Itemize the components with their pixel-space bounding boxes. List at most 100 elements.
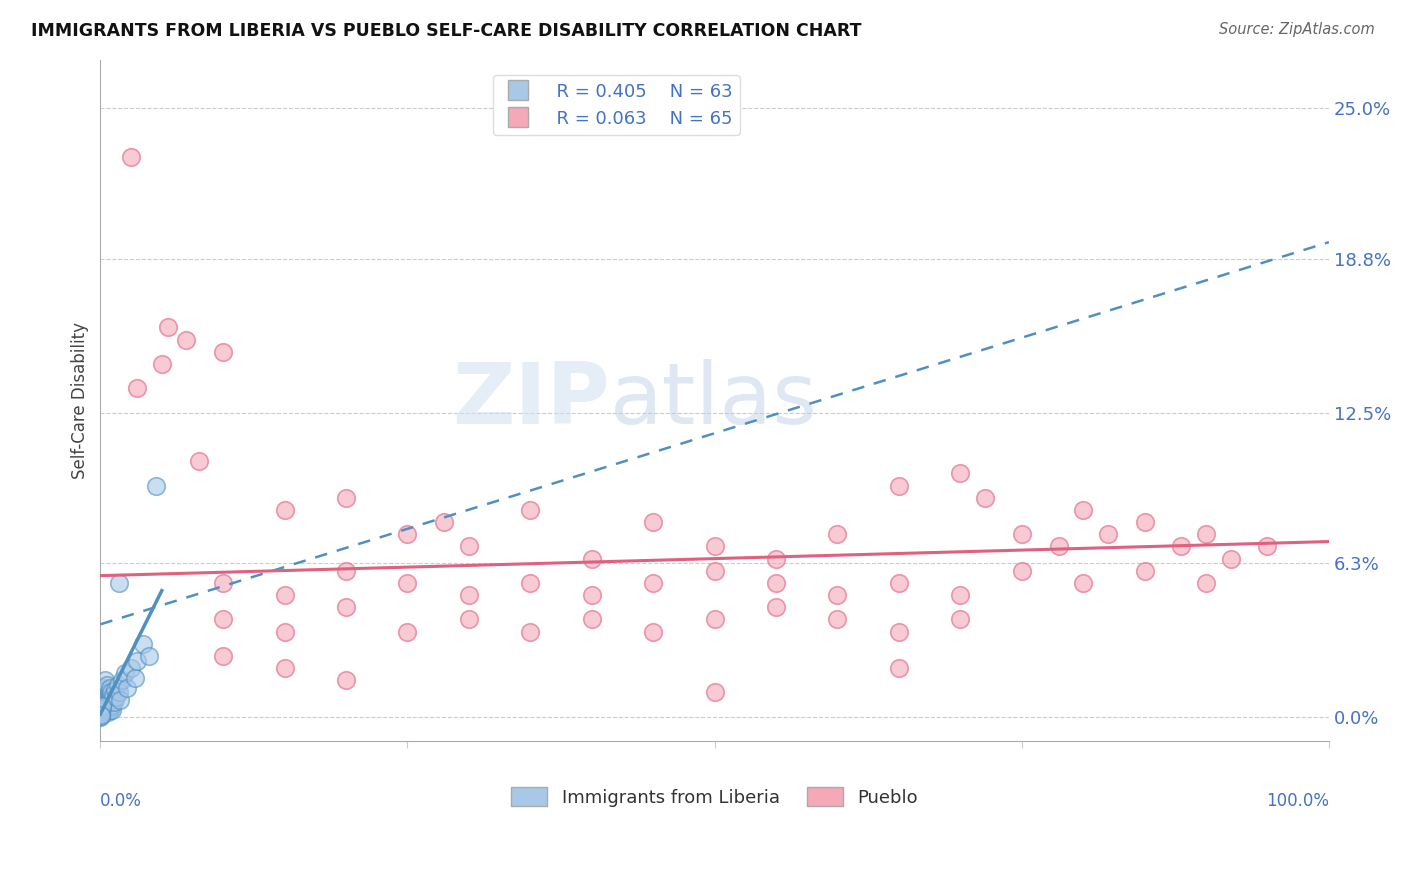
Point xyxy=(89,710,111,724)
Y-axis label: Self-Care Disability: Self-Care Disability xyxy=(72,322,89,479)
Point xyxy=(100,700,122,714)
Point xyxy=(97,690,120,705)
Point xyxy=(887,661,910,675)
Point xyxy=(90,702,112,716)
Point xyxy=(519,503,541,517)
Point xyxy=(98,702,121,716)
Text: atlas: atlas xyxy=(610,359,818,442)
Point xyxy=(93,693,115,707)
Point xyxy=(107,685,129,699)
Point xyxy=(100,698,122,712)
Point xyxy=(91,695,114,709)
Point xyxy=(156,320,179,334)
Point xyxy=(335,600,357,615)
Point xyxy=(94,702,117,716)
Point xyxy=(887,576,910,591)
Text: Source: ZipAtlas.com: Source: ZipAtlas.com xyxy=(1219,22,1375,37)
Point xyxy=(97,700,120,714)
Point xyxy=(581,551,603,566)
Point xyxy=(138,648,160,663)
Point xyxy=(93,681,115,695)
Point xyxy=(100,685,122,699)
Point xyxy=(93,690,115,705)
Point xyxy=(90,705,112,719)
Point xyxy=(703,564,725,578)
Point xyxy=(90,700,112,714)
Point xyxy=(335,491,357,505)
Point xyxy=(104,683,127,698)
Point xyxy=(212,576,235,591)
Point xyxy=(519,624,541,639)
Point xyxy=(96,683,118,698)
Point xyxy=(90,706,112,721)
Point xyxy=(120,150,142,164)
Point xyxy=(949,612,972,626)
Point xyxy=(91,700,114,714)
Point xyxy=(458,588,481,602)
Point xyxy=(765,576,787,591)
Point xyxy=(581,612,603,626)
Point xyxy=(703,612,725,626)
Point xyxy=(827,588,849,602)
Point xyxy=(107,678,129,692)
Point xyxy=(91,690,114,705)
Point xyxy=(643,515,665,529)
Point xyxy=(212,612,235,626)
Point xyxy=(335,564,357,578)
Point xyxy=(97,705,120,719)
Text: 0.0%: 0.0% xyxy=(100,792,142,810)
Point xyxy=(1071,576,1094,591)
Point xyxy=(1195,576,1218,591)
Point xyxy=(103,695,125,709)
Point xyxy=(273,588,295,602)
Point xyxy=(90,707,112,722)
Point xyxy=(90,707,112,722)
Point xyxy=(107,576,129,591)
Point xyxy=(212,648,235,663)
Point xyxy=(96,678,118,692)
Point xyxy=(887,478,910,492)
Point xyxy=(97,685,120,699)
Point xyxy=(703,540,725,554)
Point xyxy=(127,381,149,395)
Point xyxy=(396,527,419,541)
Point xyxy=(703,685,725,699)
Point xyxy=(101,688,124,702)
Point xyxy=(91,701,114,715)
Point xyxy=(91,685,114,699)
Point xyxy=(97,695,120,709)
Point xyxy=(111,673,134,688)
Text: IMMIGRANTS FROM LIBERIA VS PUEBLO SELF-CARE DISABILITY CORRELATION CHART: IMMIGRANTS FROM LIBERIA VS PUEBLO SELF-C… xyxy=(31,22,862,40)
Point xyxy=(176,333,198,347)
Point xyxy=(127,654,149,668)
Point xyxy=(93,698,115,712)
Point xyxy=(643,624,665,639)
Point xyxy=(120,661,142,675)
Point xyxy=(1133,564,1156,578)
Point xyxy=(949,467,972,481)
Point xyxy=(1097,527,1119,541)
Legend: Immigrants from Liberia, Pueblo: Immigrants from Liberia, Pueblo xyxy=(503,780,925,814)
Point xyxy=(1219,551,1241,566)
Point xyxy=(396,624,419,639)
Point xyxy=(273,624,295,639)
Text: ZIP: ZIP xyxy=(453,359,610,442)
Point xyxy=(887,624,910,639)
Point xyxy=(1071,503,1094,517)
Point xyxy=(108,693,131,707)
Point xyxy=(91,698,114,713)
Point xyxy=(433,515,456,529)
Point xyxy=(132,637,155,651)
Point xyxy=(1011,564,1033,578)
Point xyxy=(117,681,139,695)
Point xyxy=(90,698,112,712)
Point xyxy=(1195,527,1218,541)
Point xyxy=(98,681,121,695)
Point xyxy=(145,478,167,492)
Text: 100.0%: 100.0% xyxy=(1265,792,1329,810)
Point xyxy=(100,690,122,705)
Point xyxy=(458,612,481,626)
Point xyxy=(124,671,146,685)
Point xyxy=(101,702,124,716)
Point xyxy=(105,690,128,705)
